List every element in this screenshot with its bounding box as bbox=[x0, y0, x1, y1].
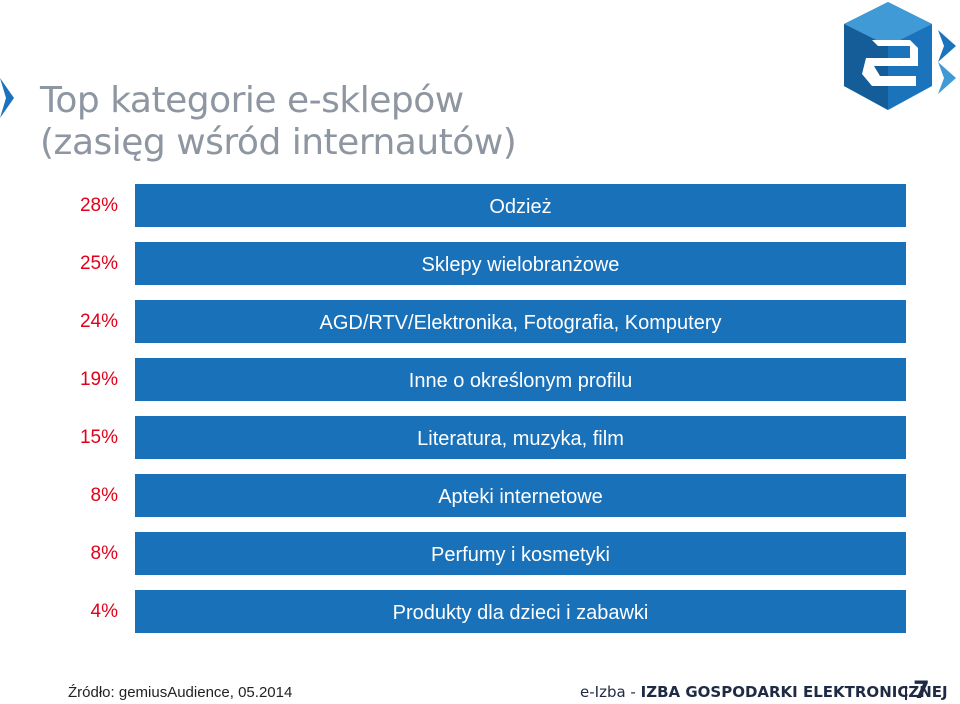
chart-row: 19% Inne o określonym profilu bbox=[0, 358, 960, 401]
value-label: 15% bbox=[79, 427, 118, 448]
page-title: Top kategorie e-sklepów (zasięg wśród in… bbox=[40, 80, 517, 164]
title-line-2: (zasięg wśród internautów) bbox=[40, 122, 517, 163]
category-bar: AGD/RTV/Elektronika, Fotografia, Kompute… bbox=[135, 300, 906, 343]
chart-row: 24% AGD/RTV/Elektronika, Fotografia, Komp… bbox=[0, 300, 960, 343]
category-bar: Sklepy wielobranżowe bbox=[135, 242, 906, 285]
bar-chart: 28% Odzież 25% Sklepy wielobranżowe 24% AGD/R… bbox=[0, 184, 960, 648]
title-line-1: Top kategorie e-sklepów bbox=[40, 80, 464, 121]
e-izba-logo-icon bbox=[844, 2, 956, 110]
brand-prefix: e-Izba - bbox=[580, 683, 641, 701]
page-number: 7 bbox=[913, 676, 930, 704]
category-bar: Apteki internetowe bbox=[135, 474, 906, 517]
footer-brand: e-Izba - IZBA GOSPODARKI ELEKTRONICZNEJ bbox=[580, 683, 948, 701]
chart-row: 15% Literatura, muzyka, film bbox=[0, 416, 960, 459]
value-label: 24% bbox=[79, 311, 118, 332]
source-note: Źródło: gemiusAudience, 05.2014 bbox=[68, 684, 293, 701]
category-bar: Odzież bbox=[135, 184, 906, 227]
value-label: 19% bbox=[79, 369, 118, 390]
chart-row: 4% Produkty dla dzieci i zabawki bbox=[0, 590, 960, 633]
chart-row: 8% Perfumy i kosmetyki bbox=[0, 532, 960, 575]
chart-row: 28% Odzież bbox=[0, 184, 960, 227]
category-bar: Literatura, muzyka, film bbox=[135, 416, 906, 459]
value-label: 28% bbox=[79, 195, 118, 216]
value-label: 25% bbox=[79, 253, 118, 274]
chart-row: 25% Sklepy wielobranżowe bbox=[0, 242, 960, 285]
chart-row: 8% Apteki internetowe bbox=[0, 474, 960, 517]
category-bar: Inne o określonym profilu bbox=[135, 358, 906, 401]
value-label: 8% bbox=[90, 543, 118, 564]
category-bar: Perfumy i kosmetyki bbox=[135, 532, 906, 575]
brand-org: IZBA GOSPODARKI ELEKTRONICZNEJ bbox=[640, 683, 948, 701]
category-bar: Produkty dla dzieci i zabawki bbox=[135, 590, 906, 633]
value-label: 8% bbox=[90, 485, 118, 506]
value-label: 4% bbox=[90, 601, 118, 622]
page-separator bbox=[905, 686, 907, 700]
side-arrow-icon bbox=[0, 78, 14, 118]
